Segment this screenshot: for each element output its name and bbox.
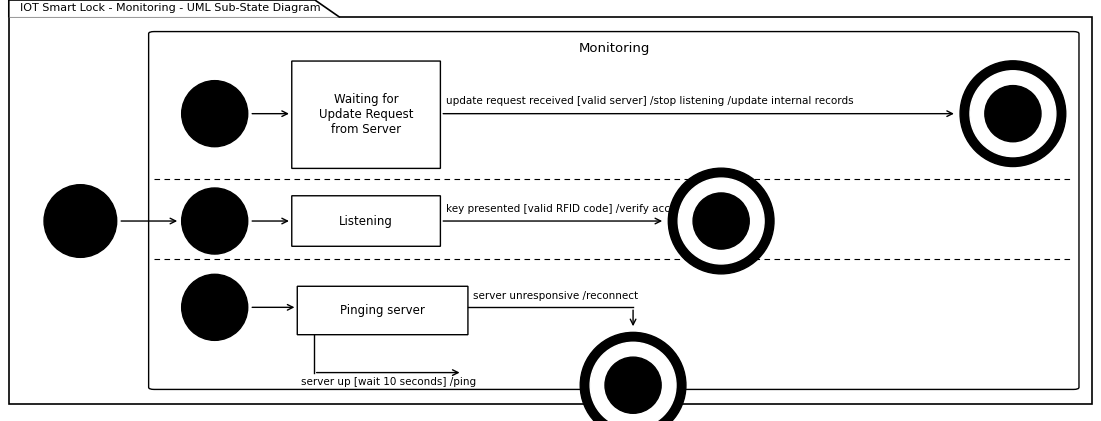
Ellipse shape xyxy=(590,342,676,421)
Ellipse shape xyxy=(182,188,248,254)
FancyBboxPatch shape xyxy=(149,32,1079,389)
Polygon shape xyxy=(9,0,339,17)
Ellipse shape xyxy=(970,71,1056,157)
Text: Listening: Listening xyxy=(339,215,393,227)
Ellipse shape xyxy=(678,178,764,264)
Ellipse shape xyxy=(182,274,248,340)
Ellipse shape xyxy=(960,61,1066,167)
Text: Waiting for
Update Request
from Server: Waiting for Update Request from Server xyxy=(319,93,413,136)
Ellipse shape xyxy=(668,168,774,274)
Ellipse shape xyxy=(693,193,749,249)
Text: Monitoring: Monitoring xyxy=(579,42,650,55)
Text: update request received [valid server] /stop listening /update internal records: update request received [valid server] /… xyxy=(446,96,853,106)
FancyBboxPatch shape xyxy=(9,17,1092,404)
FancyBboxPatch shape xyxy=(292,196,440,246)
Text: server unresponsive /reconnect: server unresponsive /reconnect xyxy=(473,290,639,301)
Text: key presented [valid RFID code] /verify access: key presented [valid RFID code] /verify … xyxy=(446,204,687,214)
Text: server up [wait 10 seconds] /ping: server up [wait 10 seconds] /ping xyxy=(301,377,476,387)
Text: IOT Smart Lock - Monitoring - UML Sub-State Diagram: IOT Smart Lock - Monitoring - UML Sub-St… xyxy=(20,3,320,13)
Ellipse shape xyxy=(984,85,1042,142)
Ellipse shape xyxy=(580,332,686,421)
Ellipse shape xyxy=(44,185,117,257)
Ellipse shape xyxy=(604,357,661,413)
Ellipse shape xyxy=(182,81,248,147)
FancyBboxPatch shape xyxy=(292,61,440,168)
FancyBboxPatch shape xyxy=(297,286,468,335)
Text: Pinging server: Pinging server xyxy=(340,304,425,317)
